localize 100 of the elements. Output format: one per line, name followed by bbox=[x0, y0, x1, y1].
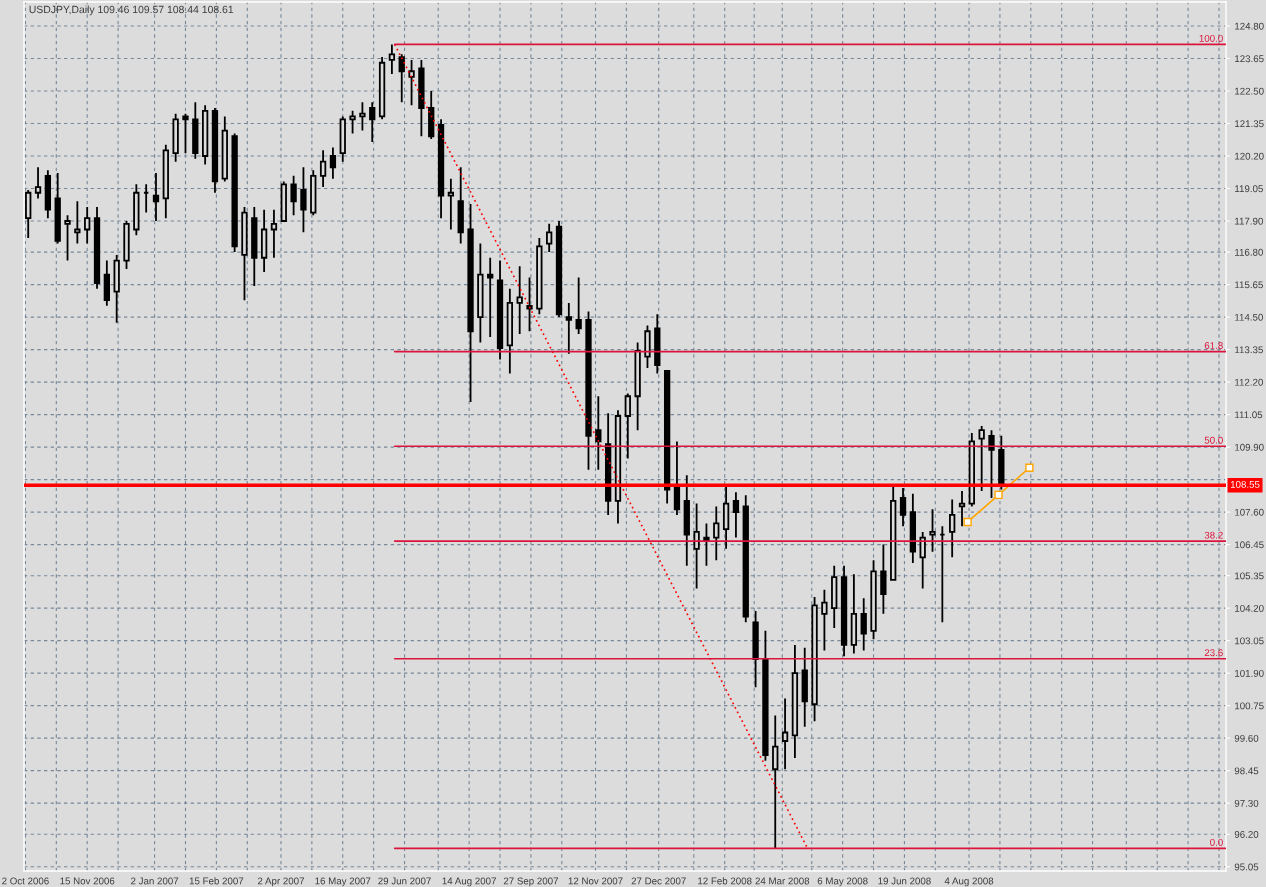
y-tick-label: 111.05 bbox=[1235, 411, 1263, 419]
candlestick bbox=[831, 564, 838, 629]
y-tick-label: 105.35 bbox=[1235, 572, 1264, 580]
y-tick-label: 114.50 bbox=[1235, 313, 1263, 321]
candlestick bbox=[536, 237, 543, 316]
x-tick-label: 12 Feb 2008 bbox=[698, 877, 752, 885]
candlestick bbox=[241, 205, 248, 302]
point bbox=[994, 490, 1003, 500]
candlestick bbox=[840, 564, 848, 658]
candlestick bbox=[752, 610, 759, 689]
candlestick bbox=[624, 392, 631, 460]
candlestick bbox=[585, 310, 592, 471]
candlestick bbox=[693, 502, 700, 590]
candlestick bbox=[477, 242, 484, 344]
candlestick bbox=[25, 189, 32, 239]
candlestick bbox=[791, 644, 799, 759]
candlestick bbox=[133, 183, 140, 237]
candlestick bbox=[437, 118, 445, 220]
candlestick bbox=[457, 166, 464, 245]
candlestick bbox=[781, 697, 789, 771]
candlestick bbox=[192, 101, 199, 160]
x-tick-label: 4 Aug 2008 bbox=[944, 877, 994, 887]
y-tick-label: 124.80 bbox=[1235, 22, 1264, 30]
x-tick-label: 2 Apr 2007 bbox=[257, 877, 304, 887]
candlestick bbox=[506, 287, 514, 375]
candlestick bbox=[408, 59, 415, 107]
y-tick-label: 113.35 bbox=[1235, 346, 1263, 354]
candlestick bbox=[113, 254, 120, 324]
point bbox=[963, 517, 972, 527]
candlestick bbox=[123, 220, 130, 270]
y-tick-label: 96.20 bbox=[1234, 831, 1259, 838]
y-tick-label: 120.20 bbox=[1235, 152, 1264, 160]
chart-title: USDJPY,Daily 109.46 109.57 108.44 108.61 bbox=[29, 5, 234, 16]
candlestick bbox=[290, 174, 297, 217]
candlestick bbox=[565, 302, 572, 355]
candlestick bbox=[546, 222, 553, 254]
y-tick-label: 121.35 bbox=[1235, 120, 1264, 128]
candlestick bbox=[84, 205, 91, 245]
y-tick-label: 122.50 bbox=[1235, 87, 1264, 95]
candlestick bbox=[899, 487, 907, 528]
candlestick bbox=[772, 714, 779, 850]
candlestick bbox=[850, 573, 858, 655]
y-tick-label: 116.80 bbox=[1235, 248, 1263, 256]
y-tick-label: 97.30 bbox=[1234, 799, 1259, 807]
candlestick bbox=[172, 112, 179, 163]
candlestick bbox=[211, 107, 219, 194]
candlestick bbox=[654, 313, 661, 375]
candlestick bbox=[162, 143, 169, 220]
candlestick bbox=[713, 505, 720, 562]
x-tick-label: 12 Nov 2007 bbox=[568, 877, 623, 885]
candlestick bbox=[860, 597, 867, 652]
candlestick bbox=[319, 149, 327, 189]
x-tick-label: 27 Sep 2007 bbox=[503, 877, 558, 887]
candlestick bbox=[811, 595, 818, 723]
candlestick bbox=[722, 485, 730, 550]
x-tick-label: 29 Jun 2007 bbox=[378, 877, 431, 885]
candlestick bbox=[683, 474, 690, 567]
candlestick bbox=[762, 629, 769, 762]
x-tick-label: 27 Dec 2007 bbox=[631, 877, 686, 885]
candlestick bbox=[801, 646, 808, 728]
candlestick bbox=[93, 205, 101, 290]
x-tick-label: 19 Jun 2008 bbox=[878, 877, 931, 885]
y-tick-label: 106.45 bbox=[1235, 541, 1264, 549]
candlestick bbox=[398, 53, 405, 104]
candlestick bbox=[339, 115, 346, 163]
candlestick bbox=[909, 492, 917, 564]
candlestick bbox=[742, 494, 749, 624]
candlestick bbox=[349, 109, 356, 135]
candlestick bbox=[516, 265, 523, 335]
y-tick-label: 95.05 bbox=[1234, 863, 1259, 871]
candlestick bbox=[428, 90, 435, 140]
candlestick bbox=[575, 276, 582, 335]
x-tick-label: 6 May 2008 bbox=[817, 877, 868, 887]
candlestick bbox=[300, 166, 307, 234]
candlestick bbox=[251, 205, 258, 287]
y-tick-label: 115.65 bbox=[1235, 281, 1263, 289]
candlestick bbox=[998, 434, 1005, 491]
y-tick-label: 100.75 bbox=[1235, 702, 1264, 710]
candlestick bbox=[988, 429, 995, 499]
candlestick bbox=[280, 180, 287, 222]
x-tick-label: 15 Nov 2006 bbox=[60, 877, 115, 885]
x-tick-label: 24 Mar 2008 bbox=[755, 877, 810, 885]
y-tick-label: 101.90 bbox=[1235, 669, 1264, 677]
series-label: 61.8 bbox=[1204, 342, 1223, 349]
candlestick bbox=[487, 256, 494, 338]
candlestick bbox=[703, 522, 710, 567]
candlestick bbox=[958, 489, 966, 528]
candlestick bbox=[595, 395, 602, 471]
candlestick bbox=[821, 588, 828, 652]
candlestick bbox=[231, 132, 238, 254]
candlestick bbox=[939, 525, 946, 624]
x-tick-label: 14 Aug 2007 bbox=[442, 877, 496, 887]
candlestick bbox=[329, 146, 337, 180]
y-tick-label: 123.65 bbox=[1235, 55, 1264, 63]
candlestick bbox=[418, 59, 425, 138]
y-tick-label: 104.20 bbox=[1235, 604, 1264, 612]
y-tick-label: 99.60 bbox=[1234, 734, 1259, 742]
candlestick bbox=[929, 508, 936, 553]
candlestick bbox=[201, 104, 209, 166]
series-label: 0.0 bbox=[1210, 838, 1223, 846]
